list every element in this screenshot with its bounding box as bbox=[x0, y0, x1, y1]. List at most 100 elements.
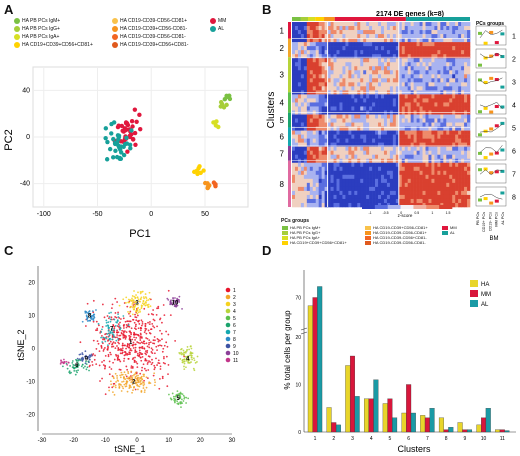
tsne-point bbox=[173, 299, 176, 302]
legend-b-item: HA CD19-CD39+CD56-CD81+ bbox=[365, 225, 428, 230]
tsne-point bbox=[121, 347, 124, 350]
tsne-point bbox=[158, 362, 161, 365]
heatmap-cluster-id: 5 bbox=[280, 116, 285, 125]
heatmap-cell bbox=[330, 118, 334, 123]
heatmap-cell bbox=[312, 58, 317, 63]
heatmap-cell bbox=[300, 54, 305, 59]
heatmap-cell bbox=[300, 34, 305, 39]
heatmap-cell bbox=[419, 118, 423, 123]
heatmap-cell bbox=[342, 142, 346, 147]
tsne-point bbox=[169, 314, 172, 317]
heatmap-cell bbox=[443, 62, 447, 67]
heatmap-cell bbox=[292, 186, 296, 192]
heatmap-cell bbox=[410, 34, 414, 39]
tsne-point bbox=[97, 342, 100, 345]
tsne-ytick: 10 bbox=[28, 314, 35, 320]
heatmap-cell bbox=[354, 170, 358, 176]
zscore-swatch bbox=[439, 205, 453, 209]
heatmap-cell bbox=[303, 70, 308, 75]
heatmap-cell bbox=[300, 70, 305, 75]
heatmap-cell bbox=[407, 122, 411, 127]
tsne-point bbox=[85, 314, 88, 317]
tsne-point bbox=[121, 329, 124, 332]
heatmap-cell bbox=[342, 186, 346, 192]
tsne-point bbox=[100, 334, 103, 337]
heatmap-cell bbox=[452, 42, 456, 47]
heatmap-cell bbox=[318, 118, 322, 123]
heatmap-cell bbox=[357, 50, 361, 55]
heatmap-cell bbox=[431, 178, 435, 184]
heatmap-cell bbox=[464, 174, 468, 180]
heatmap-cell bbox=[416, 130, 420, 135]
legend-b-label: HA CD19-CD39-CD56-CD81- bbox=[373, 240, 426, 245]
heatmap-cell bbox=[369, 78, 373, 83]
heatmap-cell bbox=[315, 118, 319, 123]
heatmap-cell bbox=[386, 38, 391, 43]
heatmap-cell bbox=[464, 138, 468, 143]
heatmap-cell bbox=[351, 118, 355, 123]
heatmap-cell bbox=[306, 46, 311, 51]
heatmap-cell bbox=[416, 74, 420, 79]
tsne-point bbox=[120, 348, 122, 350]
heatmap-cell bbox=[321, 102, 325, 107]
heatmap-cell bbox=[330, 26, 334, 31]
heatmap-cell bbox=[425, 46, 429, 51]
bar-xtick: 1 bbox=[314, 436, 317, 442]
heatmap-cell bbox=[381, 166, 385, 172]
heatmap-cell bbox=[294, 170, 299, 176]
heatmap-cell bbox=[303, 102, 308, 107]
tsne-point bbox=[135, 316, 138, 319]
legend-b-swatch bbox=[442, 225, 448, 230]
heatmap-cell bbox=[431, 66, 435, 71]
heatmap-cell bbox=[342, 26, 346, 31]
heatmap-cell bbox=[413, 30, 417, 35]
heatmap-cell bbox=[395, 30, 400, 35]
heatmap-cell bbox=[386, 74, 391, 79]
heatmap-cell bbox=[372, 142, 376, 147]
tsne-point bbox=[133, 336, 136, 339]
heatmap-cell bbox=[381, 94, 385, 99]
tsne-point bbox=[133, 359, 136, 362]
heatmap-cell bbox=[378, 118, 382, 123]
heatmap-cell bbox=[383, 98, 388, 103]
heatmap-cell bbox=[363, 78, 367, 83]
profile-mark bbox=[494, 151, 499, 155]
tsne-point bbox=[125, 326, 128, 329]
heatmap-cell bbox=[467, 154, 471, 160]
heatmap-cell bbox=[300, 46, 305, 51]
heatmap-cell bbox=[348, 26, 352, 31]
tsne-point bbox=[118, 304, 121, 307]
heatmap-cell bbox=[327, 146, 331, 151]
tsne-point bbox=[99, 380, 101, 382]
heatmap-cell bbox=[351, 190, 355, 196]
tsne-point bbox=[86, 357, 89, 360]
heatmap-cell bbox=[455, 62, 459, 67]
heatmap-cell bbox=[425, 34, 429, 39]
heatmap-cell bbox=[437, 194, 441, 200]
heatmap-cell bbox=[398, 34, 403, 39]
tsne-point bbox=[159, 317, 162, 320]
heatmap-cell bbox=[404, 134, 408, 139]
heatmap-cell bbox=[375, 186, 379, 192]
tsne-legend-label: 9 bbox=[233, 344, 236, 350]
tsne-point bbox=[164, 362, 166, 365]
tsne-point bbox=[100, 345, 103, 348]
tsne-point bbox=[77, 359, 80, 362]
tsne-point bbox=[106, 333, 109, 335]
tsne-point bbox=[132, 347, 135, 349]
bar-mm bbox=[462, 429, 468, 433]
tsne-point bbox=[114, 384, 117, 387]
heatmap-cell bbox=[458, 162, 462, 168]
tsne-point bbox=[163, 356, 165, 358]
heatmap-cell bbox=[363, 22, 367, 27]
heatmap-cell bbox=[437, 182, 441, 188]
heatmap-cell bbox=[333, 94, 337, 99]
heatmap-cell bbox=[446, 166, 450, 172]
heatmap-cell bbox=[315, 150, 319, 156]
heatmap-cell bbox=[389, 134, 394, 139]
heatmap-cell bbox=[446, 38, 450, 43]
tsne-point bbox=[100, 336, 102, 339]
heatmap-cell bbox=[458, 174, 462, 180]
tsne-point bbox=[152, 309, 155, 311]
heatmap-cell bbox=[309, 86, 314, 91]
